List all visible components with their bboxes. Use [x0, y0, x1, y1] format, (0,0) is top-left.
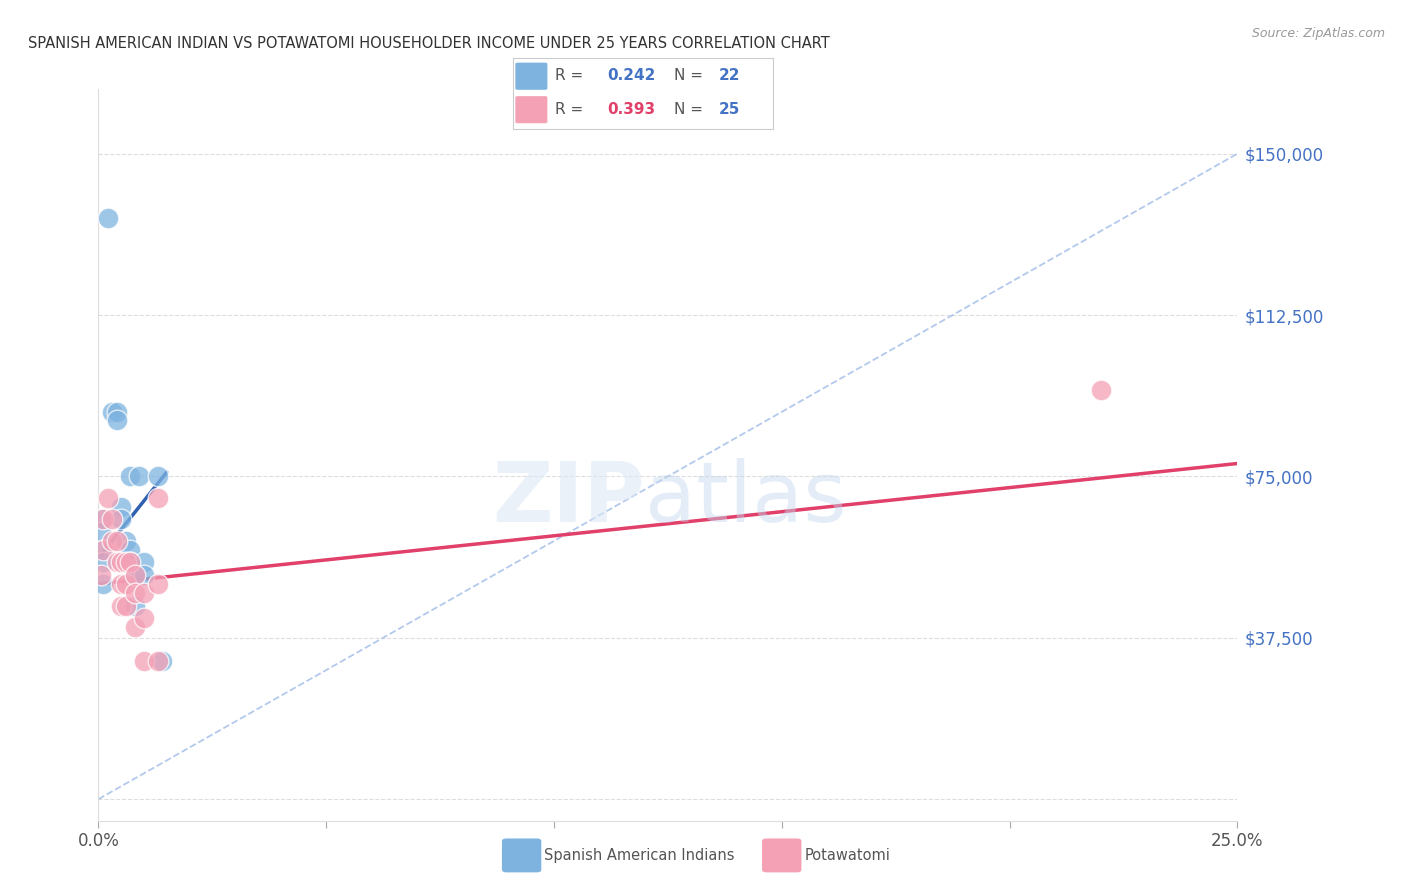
Point: [132, 655, 155, 669]
Text: Potawatomi: Potawatomi: [804, 848, 890, 863]
Point: [120, 542, 142, 557]
Text: atlas: atlas: [645, 458, 846, 540]
Text: 22: 22: [718, 69, 740, 83]
Point: [91, 542, 114, 557]
Text: R =: R =: [555, 69, 588, 83]
Point: [114, 556, 136, 570]
Text: R =: R =: [555, 102, 588, 117]
Point: [91, 556, 114, 570]
Point: [90, 568, 112, 582]
Point: [101, 533, 124, 548]
Text: Source: ZipAtlas.com: Source: ZipAtlas.com: [1251, 27, 1385, 40]
Point: [124, 620, 146, 634]
Point: [128, 469, 150, 483]
Text: ZIP: ZIP: [492, 458, 645, 540]
Point: [101, 512, 124, 526]
Point: [1090, 384, 1112, 398]
Point: [120, 469, 142, 483]
Point: [124, 599, 146, 613]
Text: N =: N =: [675, 69, 709, 83]
Point: [124, 568, 146, 582]
Point: [120, 556, 142, 570]
Point: [120, 556, 142, 570]
Point: [105, 556, 128, 570]
Point: [110, 500, 132, 514]
Point: [132, 568, 155, 582]
Point: [105, 413, 128, 427]
Point: [90, 512, 112, 526]
Point: [114, 577, 136, 591]
FancyBboxPatch shape: [516, 96, 547, 123]
Point: [91, 542, 114, 557]
Point: [101, 405, 124, 419]
Point: [110, 512, 132, 526]
Point: [132, 611, 155, 625]
Point: [91, 512, 114, 526]
Point: [110, 599, 132, 613]
FancyBboxPatch shape: [516, 63, 547, 89]
Point: [114, 599, 136, 613]
Point: [105, 405, 128, 419]
Point: [91, 577, 114, 591]
Point: [96, 491, 118, 505]
Point: [150, 655, 173, 669]
Point: [96, 211, 118, 226]
Point: [105, 533, 128, 548]
Point: [114, 533, 136, 548]
Point: [124, 568, 146, 582]
Text: 0.242: 0.242: [607, 69, 655, 83]
Point: [110, 577, 132, 591]
Point: [124, 585, 146, 599]
Text: 0.393: 0.393: [607, 102, 655, 117]
Text: SPANISH AMERICAN INDIAN VS POTAWATOMI HOUSEHOLDER INCOME UNDER 25 YEARS CORRELAT: SPANISH AMERICAN INDIAN VS POTAWATOMI HO…: [28, 36, 830, 51]
Text: N =: N =: [675, 102, 709, 117]
Point: [90, 525, 112, 540]
Point: [146, 655, 169, 669]
Point: [146, 491, 169, 505]
Text: 25: 25: [718, 102, 740, 117]
Text: Spanish American Indians: Spanish American Indians: [544, 848, 734, 863]
Point: [132, 556, 155, 570]
Point: [132, 585, 155, 599]
Point: [110, 556, 132, 570]
Point: [146, 577, 169, 591]
Point: [146, 469, 169, 483]
